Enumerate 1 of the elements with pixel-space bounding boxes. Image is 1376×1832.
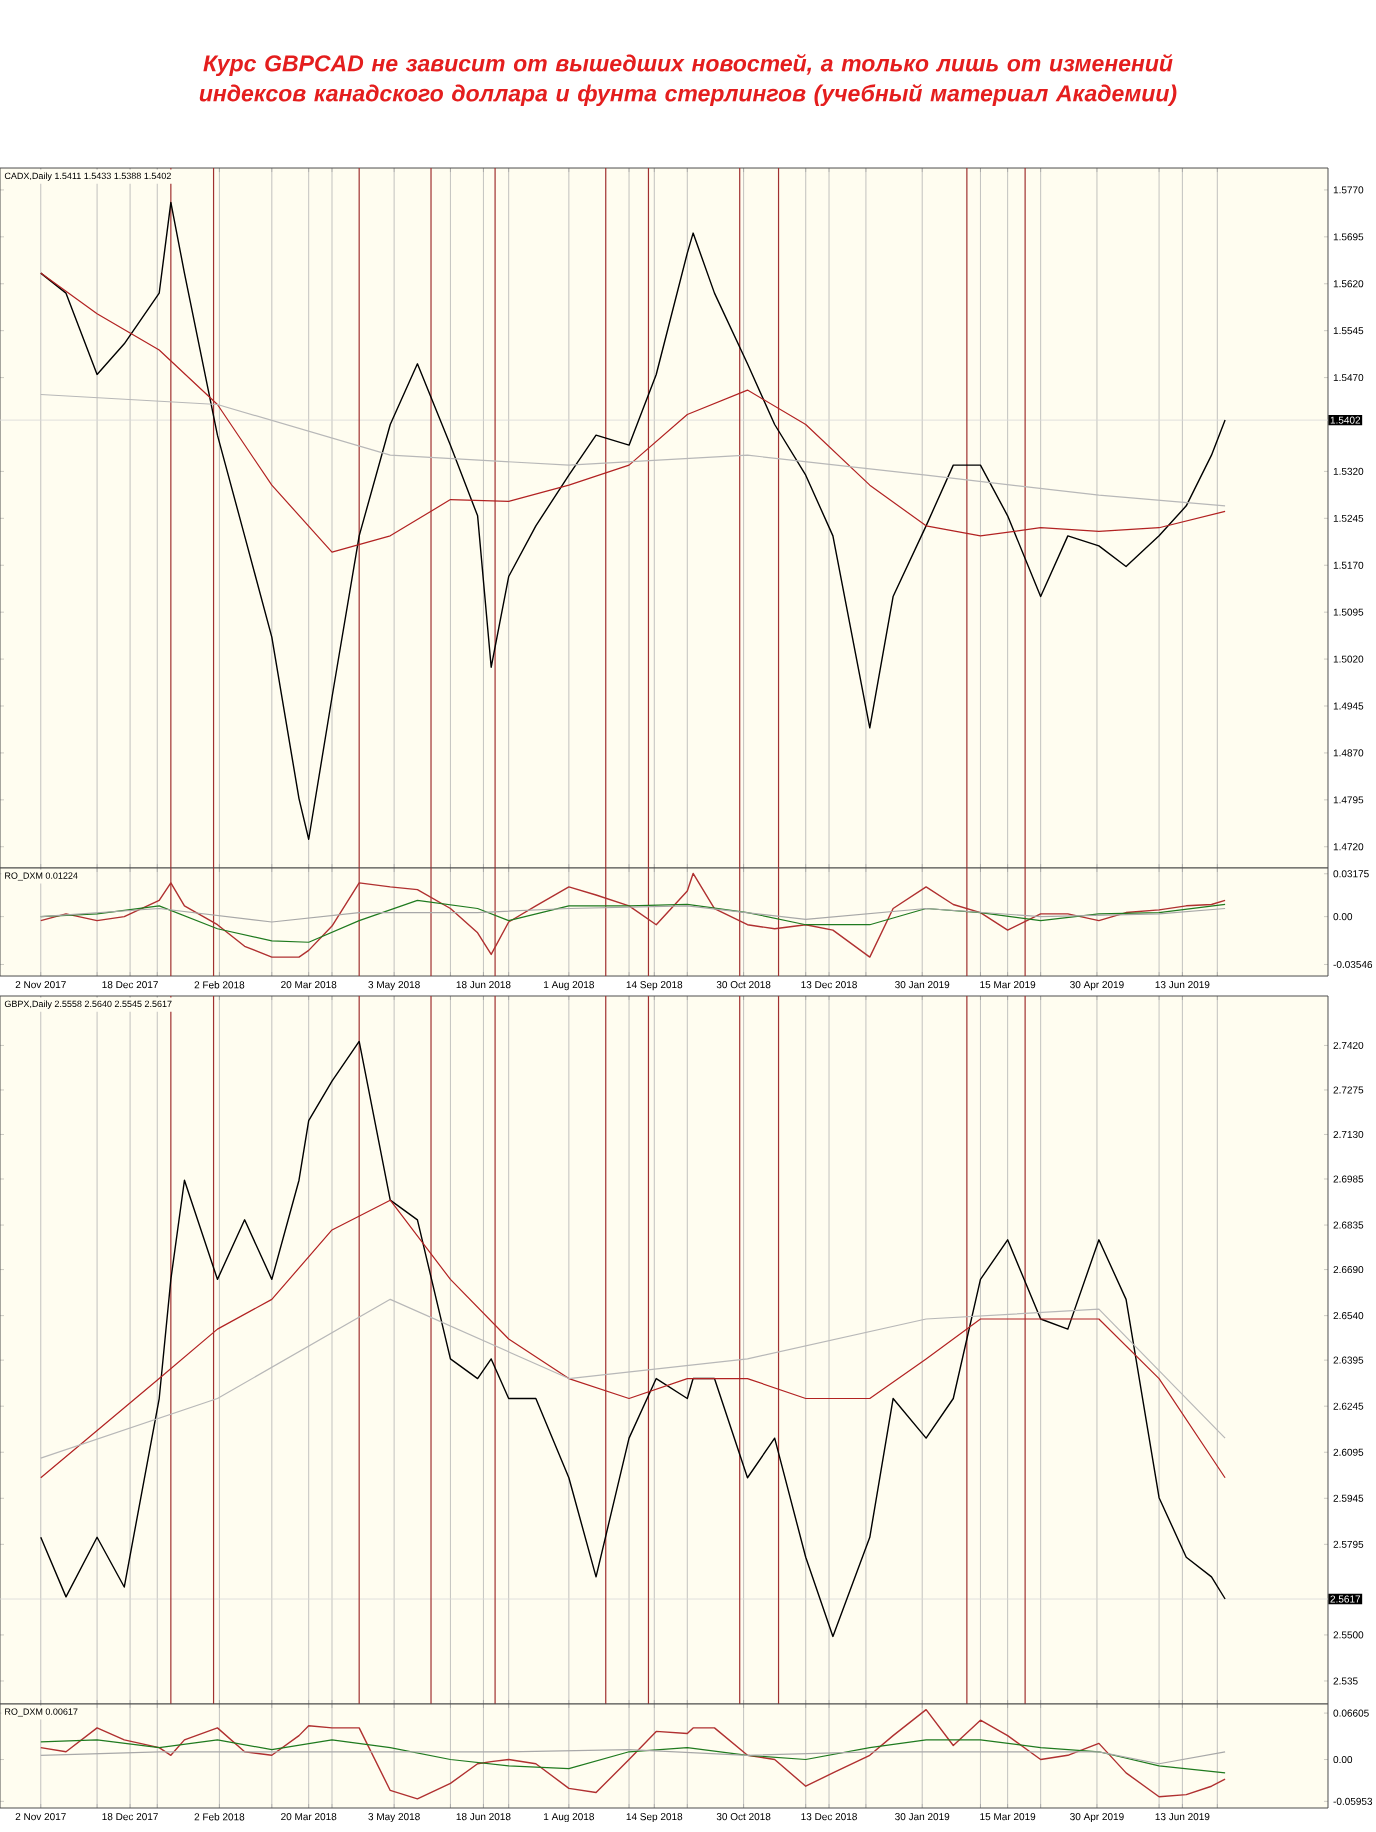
chart-title: Курс GBPCAD не зависит от вышедших новостей, а только лишь от изменений индексов канадского доллара и фунта стерлингов (учебный материал Академии) — [199, 54, 1177, 107]
